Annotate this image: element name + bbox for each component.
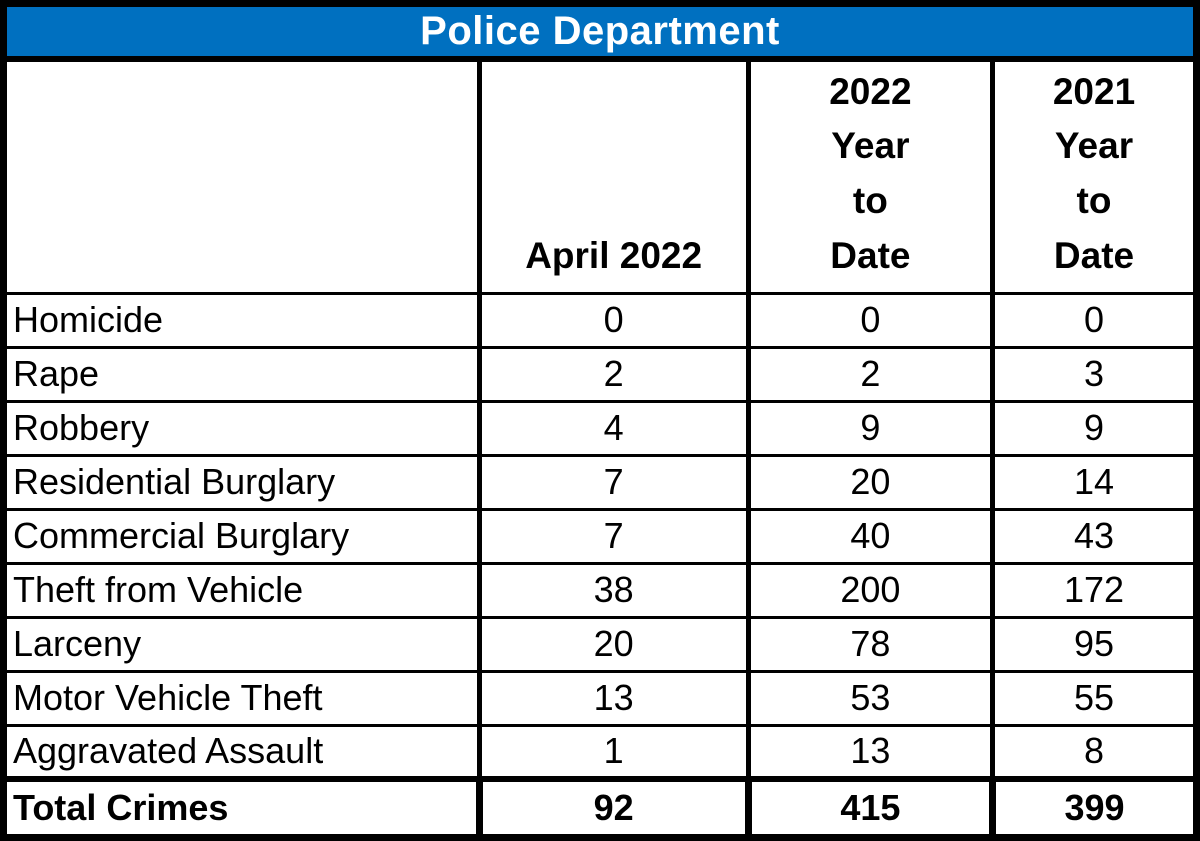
crime-statistics-table: April 2022 2022 Year to Date 2021 Year t… [7, 62, 1193, 834]
ytd-2022-value: 78 [745, 615, 996, 673]
ytd-2022-value: 200 [745, 561, 996, 619]
table-row-commercial-burglary: Commercial Burglary 7 40 43 [7, 507, 1193, 565]
crime-type-label: Commercial Burglary [7, 507, 482, 565]
crime-type-label: Robbery [7, 399, 482, 457]
column-header-crime-type [7, 62, 482, 295]
ytd-2022-value: 2 [745, 345, 996, 403]
table-row-aggravated-assault: Aggravated Assault 1 13 8 [7, 723, 1193, 781]
april-2022-value: 2 [476, 345, 751, 403]
april-2022-value: 7 [476, 453, 751, 511]
crime-type-label: Aggravated Assault [7, 723, 482, 781]
ytd-2021-value: 8 [990, 723, 1193, 781]
ytd-2021-value: 9 [990, 399, 1193, 457]
april-2022-value: 7 [476, 507, 751, 565]
column-header-2021-ytd: 2021 Year to Date [990, 62, 1193, 295]
ytd-2021-value: 172 [990, 561, 1193, 619]
page-title: Police Department [420, 9, 780, 53]
april-2022-value: 0 [476, 291, 751, 349]
ytd-2022-value: 40 [745, 507, 996, 565]
total-april-2022-value: 92 [475, 776, 752, 834]
table-row-homicide: Homicide 0 0 0 [7, 291, 1193, 349]
ytd-2022-value: 13 [745, 723, 996, 781]
crime-type-label: Homicide [7, 291, 482, 349]
ytd-2021-value: 55 [990, 669, 1193, 727]
total-crimes-label: Total Crimes [7, 776, 483, 834]
column-header-april-2022: April 2022 [476, 62, 751, 295]
table-header-row: April 2022 2022 Year to Date 2021 Year t… [7, 62, 1193, 295]
april-2022-value: 38 [476, 561, 751, 619]
ytd-2021-value: 3 [990, 345, 1193, 403]
crime-type-label: Motor Vehicle Theft [7, 669, 482, 727]
table-row-motor-vehicle-theft: Motor Vehicle Theft 13 53 55 [7, 669, 1193, 727]
ytd-2022-value: 0 [745, 291, 996, 349]
table-row-rape: Rape 2 2 3 [7, 345, 1193, 403]
title-bar: Police Department [7, 7, 1193, 62]
ytd-2022-value: 53 [745, 669, 996, 727]
april-2022-value: 1 [476, 723, 751, 781]
table-row-residential-burglary: Residential Burglary 7 20 14 [7, 453, 1193, 511]
ytd-2021-value: 95 [990, 615, 1193, 673]
ytd-2022-value: 9 [745, 399, 996, 457]
table-row-total-crimes: Total Crimes 92 415 399 [7, 776, 1193, 834]
crime-type-label: Theft from Vehicle [7, 561, 482, 619]
crime-type-label: Rape [7, 345, 482, 403]
april-2022-value: 4 [476, 399, 751, 457]
total-ytd-2021-value: 399 [989, 776, 1193, 834]
april-2022-value: 20 [476, 615, 751, 673]
total-ytd-2022-value: 415 [744, 776, 997, 834]
table-row-larceny: Larceny 20 78 95 [7, 615, 1193, 673]
april-2022-value: 13 [476, 669, 751, 727]
ytd-2021-value: 0 [990, 291, 1193, 349]
table-row-robbery: Robbery 4 9 9 [7, 399, 1193, 457]
crime-type-label: Residential Burglary [7, 453, 482, 511]
crime-type-label: Larceny [7, 615, 482, 673]
ytd-2021-value: 14 [990, 453, 1193, 511]
ytd-2022-value: 20 [745, 453, 996, 511]
table-row-theft-from-vehicle: Theft from Vehicle 38 200 172 [7, 561, 1193, 619]
ytd-2021-value: 43 [990, 507, 1193, 565]
column-header-2022-ytd: 2022 Year to Date [745, 62, 996, 295]
